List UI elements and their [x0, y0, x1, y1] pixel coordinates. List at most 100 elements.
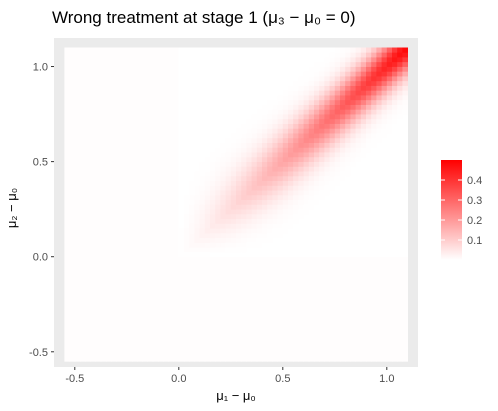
- heatmap-tile: [189, 80, 195, 86]
- heatmap-tile: [158, 204, 164, 210]
- heatmap-tile: [267, 133, 273, 139]
- heatmap-tile: [236, 328, 242, 334]
- heatmap-tile: [308, 171, 315, 177]
- heatmap-tile: [397, 204, 403, 210]
- heatmap-tile: [64, 90, 70, 96]
- heatmap-tile: [74, 266, 81, 272]
- heatmap-tile: [173, 351, 180, 357]
- heatmap-tile: [121, 251, 128, 258]
- heatmap-tile: [246, 299, 252, 305]
- heatmap-tile: [319, 156, 325, 163]
- heatmap-tile: [64, 218, 70, 224]
- heatmap-tile: [100, 247, 107, 253]
- heatmap-tile: [251, 337, 258, 343]
- heatmap-tile: [69, 356, 76, 362]
- heatmap-tile: [121, 280, 128, 286]
- heatmap-tile: [168, 142, 174, 148]
- heatmap-tile: [329, 313, 336, 319]
- heatmap-tile: [95, 280, 102, 286]
- heatmap-tile: [204, 57, 211, 63]
- heatmap-tile: [282, 47, 289, 53]
- heatmap-tile: [210, 71, 216, 77]
- heatmap-tile: [100, 90, 107, 96]
- heatmap-tile: [220, 118, 226, 124]
- heatmap-tile: [251, 161, 258, 167]
- heatmap-tile: [111, 171, 117, 177]
- heatmap-tile: [277, 194, 284, 201]
- heatmap-tile: [142, 328, 148, 334]
- heatmap-tile: [116, 318, 122, 324]
- heatmap-tile: [236, 204, 242, 210]
- heatmap-tile: [345, 190, 351, 196]
- heatmap-tile: [350, 328, 356, 334]
- heatmap-tile: [262, 280, 268, 286]
- heatmap-tile: [178, 171, 185, 177]
- heatmap-tile: [236, 161, 242, 167]
- heatmap-tile: [288, 323, 294, 329]
- heatmap-tile: [173, 171, 180, 177]
- heatmap-tile: [303, 228, 310, 234]
- heatmap-tile: [199, 118, 206, 124]
- heatmap-tile: [298, 123, 304, 129]
- heatmap-tile: [220, 180, 226, 186]
- heatmap-tile: [199, 294, 206, 300]
- heatmap-tile: [329, 118, 336, 124]
- heatmap-tile: [272, 104, 278, 110]
- heatmap-tile: [340, 152, 346, 158]
- heatmap-tile: [319, 289, 325, 296]
- heatmap-tile: [314, 218, 320, 224]
- heatmap-tile: [376, 294, 382, 300]
- heatmap-tile: [298, 204, 304, 210]
- heatmap-tile: [64, 232, 70, 239]
- heatmap-tile: [256, 156, 263, 163]
- heatmap-tile: [74, 242, 81, 248]
- heatmap-tile: [163, 66, 169, 72]
- heatmap-tile: [277, 175, 284, 182]
- heatmap-tile: [204, 237, 211, 243]
- heatmap-tile: [381, 128, 388, 134]
- heatmap-tile: [262, 256, 268, 262]
- heatmap-tile: [360, 180, 367, 186]
- heatmap-tile: [340, 109, 346, 115]
- heatmap-tile: [163, 156, 169, 163]
- heatmap-tile: [74, 137, 81, 143]
- heatmap-tile: [173, 261, 180, 267]
- heatmap-tile: [267, 52, 273, 58]
- heatmap-tile: [137, 328, 143, 334]
- heatmap-tile: [256, 232, 263, 239]
- heatmap-tile: [64, 251, 70, 258]
- heatmap-tile: [74, 171, 81, 177]
- heatmap-tile: [121, 275, 128, 281]
- heatmap-tile: [282, 213, 289, 220]
- heatmap-tile: [288, 156, 294, 163]
- heatmap-tile: [132, 47, 138, 53]
- heatmap-tile: [350, 80, 356, 86]
- heatmap-tile: [121, 199, 128, 205]
- heatmap-tile: [303, 289, 310, 296]
- heatmap-tile: [298, 114, 304, 120]
- heatmap-tile: [236, 242, 242, 248]
- heatmap-tile: [397, 313, 403, 319]
- heatmap-tile: [282, 309, 289, 315]
- heatmap-tile: [189, 342, 195, 348]
- heatmap-tile: [314, 85, 320, 91]
- heatmap-tile: [90, 128, 96, 134]
- heatmap-tile: [277, 161, 284, 167]
- heatmap-tile: [194, 256, 200, 262]
- heatmap-tile: [397, 147, 403, 153]
- heatmap-tile: [386, 270, 393, 277]
- heatmap-tile: [371, 95, 377, 101]
- heatmap-tile: [168, 328, 174, 334]
- heatmap-tile: [386, 156, 393, 163]
- heatmap-tile: [381, 337, 388, 343]
- heatmap-tile: [256, 66, 263, 72]
- heatmap-tile: [158, 218, 164, 224]
- heatmap-tile: [366, 71, 372, 77]
- heatmap-tile: [111, 299, 117, 305]
- heatmap-tile: [345, 256, 351, 262]
- heatmap-tile: [303, 161, 310, 167]
- heatmap-tile: [381, 332, 388, 338]
- heatmap-tile: [85, 114, 91, 120]
- heatmap-tile: [116, 47, 122, 53]
- heatmap-tile: [178, 71, 185, 77]
